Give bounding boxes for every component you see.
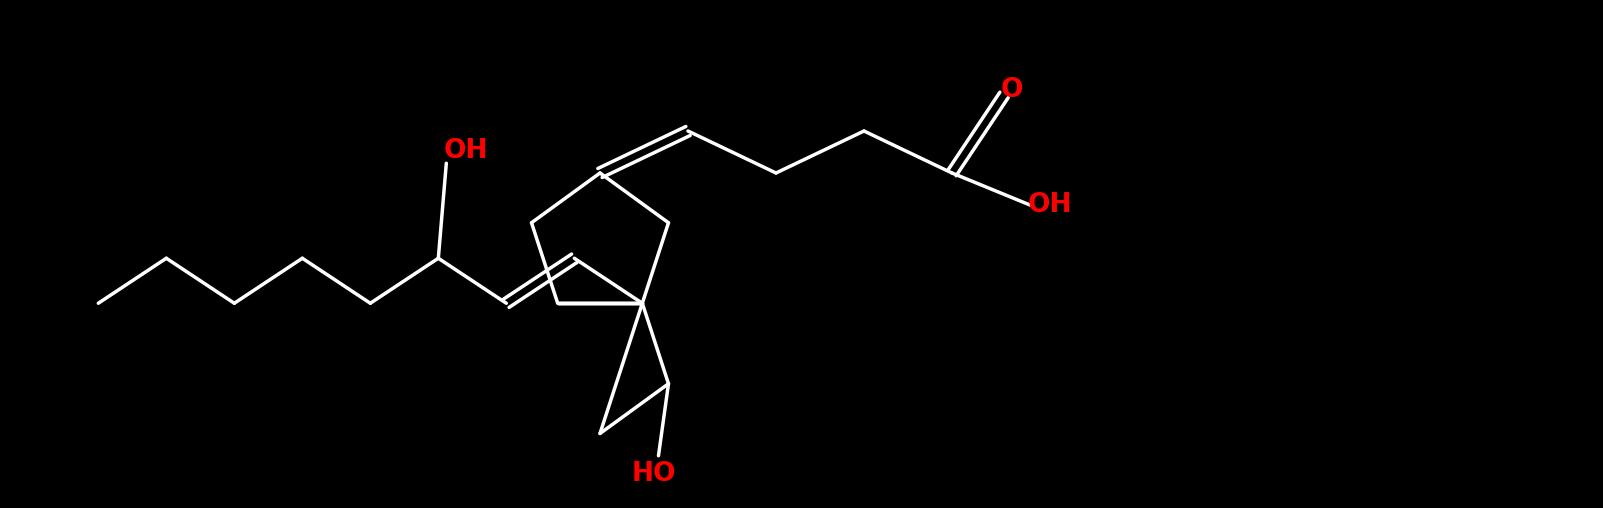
- Text: OH: OH: [1028, 192, 1072, 218]
- Text: OH: OH: [444, 138, 489, 164]
- Text: HO: HO: [632, 461, 676, 487]
- Text: O: O: [1000, 77, 1023, 103]
